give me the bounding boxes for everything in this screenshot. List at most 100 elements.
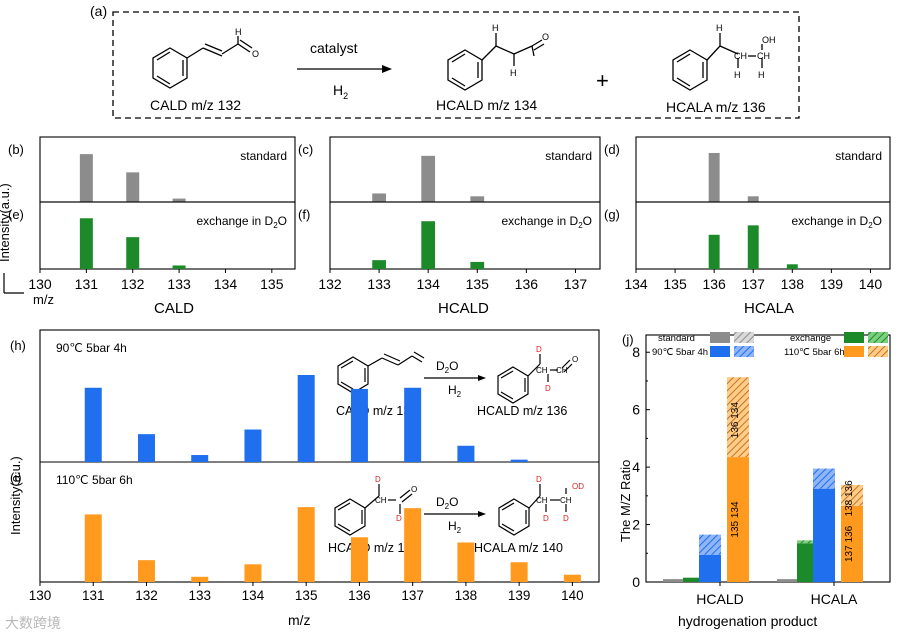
hcala-h-atom-3: H — [758, 70, 765, 80]
j-bar-HCALA-1-hatch — [797, 540, 819, 544]
tick-label-g-138: 138 — [781, 276, 805, 292]
panels-bg: Intensity(a.u.) m/z CALD HCALD HCALA — [0, 183, 794, 317]
product2-label: HCALA m/z 136 — [666, 99, 766, 115]
i-scheme-d-atom-1: D — [375, 475, 381, 484]
panel-i-label: (i) — [10, 470, 22, 485]
j-chart: 0 2 4 6 8(j) HCALD 135 134 136 134 HCALA 137 136 1… — [622, 332, 891, 607]
panel-hi-frame — [39, 329, 600, 583]
bar-h-138 — [457, 445, 475, 462]
panel-g: 134 135 136 137 138 139 140 (g) exchange in D2O — [604, 201, 891, 292]
panel-g-legend: exchange in D2O — [791, 214, 882, 230]
h-scheme-d-atom-2: D — [545, 384, 551, 393]
intensity-axis-label-bottom: Intensity(a.u.) — [8, 456, 23, 535]
tick-label-g-139: 139 — [820, 276, 844, 292]
i-scheme-o-atom: O — [411, 485, 417, 494]
bar-i-137 — [404, 508, 422, 582]
panel-g-frame — [635, 201, 891, 270]
j-legend-solid-2 — [844, 332, 864, 343]
panel-d: (d) standard — [604, 136, 891, 203]
tick-label-130: 130 — [29, 588, 52, 603]
bar-d-136 — [708, 152, 720, 202]
bar-h-139 — [510, 459, 528, 462]
j-legend-label-0: standard — [658, 333, 695, 344]
catalyst-label: catalyst — [310, 40, 358, 56]
i-scheme-d-atom-2: D — [396, 514, 402, 523]
j-bar-label-HCALD: 135 134 — [730, 501, 741, 538]
bar-e-132 — [126, 237, 140, 269]
bar-i-136 — [350, 537, 368, 582]
h-scheme-ch-2: CH — [556, 366, 568, 375]
panel-h: (h) 90℃ 5bar 4h — [10, 338, 528, 462]
j-bar-HCALD-2-solid — [699, 554, 721, 582]
h-scheme-d2o: D2O — [436, 359, 458, 375]
bar-i-132 — [137, 560, 155, 582]
reaction-arrow-head — [382, 65, 392, 73]
panel-d-label: (d) — [604, 142, 620, 157]
j-bar-HCALA-2-hatch — [813, 468, 835, 489]
j-panel-label: (j) — [622, 332, 634, 347]
panel-f-frame — [329, 201, 601, 270]
bar-h-134 — [244, 429, 262, 462]
bar-i-135 — [297, 507, 315, 582]
h2-label: H2 — [333, 82, 348, 101]
panel-i: 130 131 132 133 134 135 136 137 138 139 140 (i) 110℃… — [10, 470, 584, 603]
bar-h-133 — [191, 455, 209, 462]
j-bar-HCALA-3-hatch — [841, 484, 863, 506]
bar-i-133 — [191, 576, 209, 582]
hcala-ch-2: CH — [757, 51, 770, 61]
j-y-axis-title: The M/Z Ratio — [618, 460, 633, 542]
i-scheme-ch-2: CH — [536, 496, 548, 505]
cald-h-atom: H — [235, 27, 242, 37]
i-scheme-od: OD — [572, 482, 584, 491]
j-legend-label-2: exchange — [790, 333, 831, 344]
panel-b-frame — [39, 136, 296, 203]
tick-label-g-135: 135 — [663, 276, 687, 292]
j-ytick-label-8: 8 — [632, 344, 640, 360]
bar-c-135 — [470, 196, 485, 202]
panel-c-label: (c) — [298, 142, 313, 157]
j-hatch-label-HCALA: 138 136 — [844, 480, 855, 517]
bar-c-133 — [372, 193, 386, 202]
j-legend-hatch-2 — [868, 332, 888, 343]
mz-axis-title-bottom: m/z — [288, 612, 311, 628]
bar-b-131 — [79, 154, 93, 202]
j-bar-HCALD-2-hatch — [699, 534, 721, 555]
hcald-o-atom: O — [542, 32, 549, 42]
i-scheme-arrow-head — [478, 511, 486, 517]
j-x-axis-title: hydrogenation product — [678, 613, 817, 629]
tick-label-e-132: 132 — [121, 276, 145, 292]
mz-label-top: m/z — [33, 292, 54, 307]
panel-a-label: (a) — [90, 3, 107, 19]
bar-i-140 — [563, 574, 581, 582]
j-ytick-label-2: 2 — [632, 517, 640, 533]
cald-o-atom: O — [252, 49, 259, 59]
j-bar-label-HCALA: 137 136 — [844, 525, 855, 562]
i-scheme-d-atom-5: D — [563, 514, 569, 523]
i-scheme-product: HCALA m/z 140 — [474, 541, 563, 555]
tick-label-f-134: 134 — [417, 276, 441, 292]
panel-i-condition: 110℃ 5bar 6h — [56, 473, 133, 487]
panel-a-scheme: (a) H O CALD m/z 132 catalyst H2 — [90, 3, 800, 119]
i-scheme-reactant: HCALD m/z 136 — [328, 541, 418, 555]
bar-f-133 — [372, 260, 386, 269]
hcald-h-atom-1: H — [492, 23, 499, 33]
j-bar-HCALA-0-solid — [777, 579, 799, 582]
panel-c-frame — [329, 136, 601, 203]
j-legend-hatch-3 — [868, 346, 888, 357]
tick-label-140: 140 — [561, 588, 584, 603]
j-ytick-label-0: 0 — [632, 574, 640, 590]
j-bar-HCALD-3-hatch — [727, 377, 749, 458]
tick-label-e-130: 130 — [28, 276, 52, 292]
bar-h-131 — [84, 387, 102, 462]
h-scheme-h2: H2 — [448, 383, 462, 399]
hcala-axis-title: HCALA — [744, 300, 794, 317]
panel-f-label: (f) — [298, 207, 310, 222]
bar-b-132 — [126, 172, 140, 202]
panel-d-legend: standard — [835, 149, 882, 163]
j-legend-hatch-1 — [734, 346, 754, 357]
j-legend-hatch-0 — [734, 332, 754, 343]
panel-h-condition: 90℃ 5bar 4h — [56, 341, 127, 355]
tick-label-f-132: 132 — [318, 276, 342, 292]
j-bar-HCALD-3-solid — [727, 457, 749, 582]
panel-d-frame — [635, 136, 891, 203]
